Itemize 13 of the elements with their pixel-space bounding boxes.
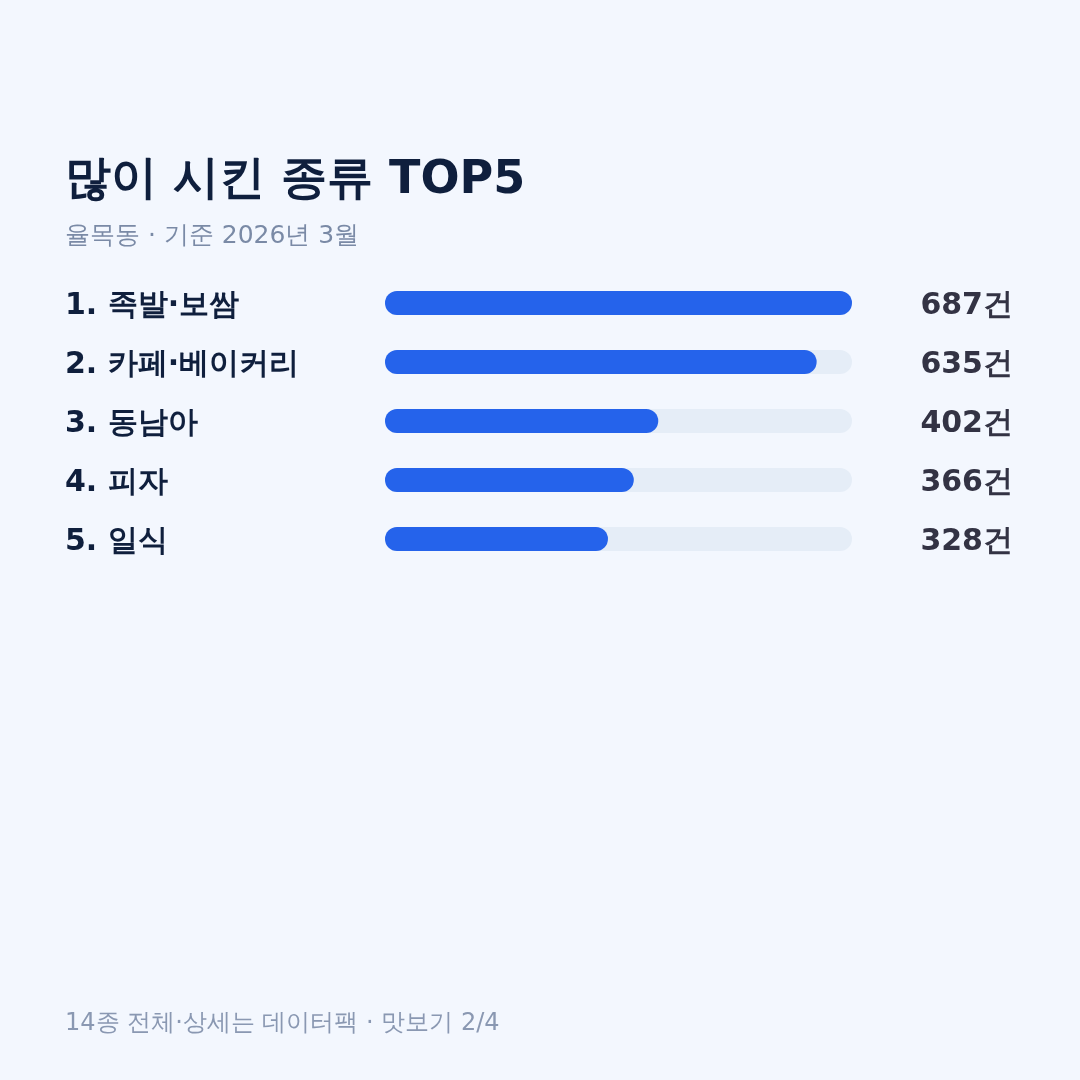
subtitle: 율목동 · 기준 2026년 3월 (65, 220, 360, 249)
category: 2. 카페·베이커리 (65, 345, 300, 380)
value-label: 687건 (920, 286, 1013, 321)
category: 1. 족발·보쌈 (65, 286, 240, 321)
category: 5. 일식 (65, 522, 168, 557)
value-label: 635건 (920, 345, 1013, 380)
category: 4. 피자 (65, 463, 168, 498)
title: 많이 시킨 종류 TOP5 (65, 150, 526, 204)
value-label: 328건 (920, 522, 1013, 557)
category: 3. 동남아 (65, 404, 198, 439)
value-label: 402건 (920, 404, 1013, 439)
annotation: 14종 전체·상세는 데이터팩 · 맛보기 2/4 (65, 1008, 500, 1036)
value-label: 366건 (920, 463, 1013, 498)
